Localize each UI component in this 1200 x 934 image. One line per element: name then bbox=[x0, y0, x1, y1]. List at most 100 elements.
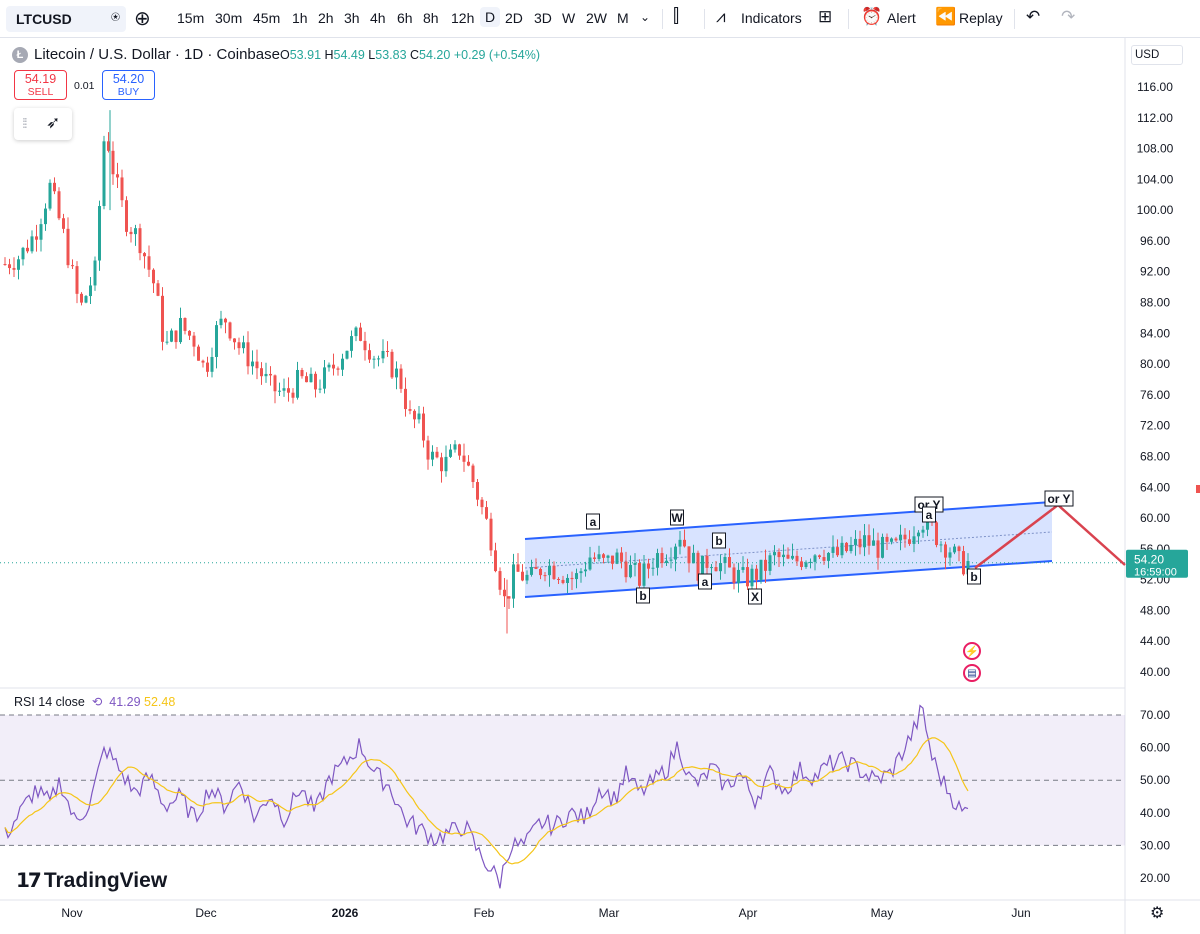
candle-body bbox=[530, 567, 533, 575]
interval-m[interactable]: M bbox=[617, 10, 629, 26]
candle-body bbox=[719, 563, 722, 572]
interval-2w[interactable]: 2W bbox=[586, 10, 607, 26]
interval-30m[interactable]: 30m bbox=[215, 10, 243, 26]
indicators-icon[interactable]: ⩘ bbox=[716, 7, 726, 26]
wave-label: X bbox=[751, 590, 759, 604]
candle-body bbox=[624, 561, 628, 578]
candle-body bbox=[287, 388, 290, 393]
alert-button[interactable]: Alert bbox=[887, 10, 916, 26]
wave-label-box bbox=[922, 506, 936, 523]
flash-event-icon[interactable]: ⚡ bbox=[963, 642, 981, 660]
drag-handle-icon[interactable]: ⁞⁞ bbox=[22, 115, 28, 131]
wave-label-box bbox=[636, 587, 650, 604]
interval-w[interactable]: W bbox=[562, 10, 576, 26]
symbol-info-icon[interactable]: ⍟ bbox=[110, 9, 120, 26]
candle-body bbox=[692, 552, 695, 564]
candle-body bbox=[251, 361, 254, 367]
candle-body bbox=[818, 555, 821, 558]
interval-3h[interactable]: 3h bbox=[344, 10, 360, 26]
candle-body bbox=[516, 564, 520, 572]
interval-1h[interactable]: 1h bbox=[292, 10, 308, 26]
price-axis-label: 64.00 bbox=[1140, 480, 1170, 494]
buy-button[interactable]: 54.20 BUY bbox=[102, 70, 155, 100]
compare-icon[interactable]: ⊕ bbox=[134, 8, 151, 30]
interval-8h[interactable]: 8h bbox=[423, 10, 439, 26]
candle-body bbox=[12, 268, 16, 270]
sell-label: SELL bbox=[27, 86, 54, 98]
chart-canvas[interactable]: 116.00 112.00 108.00 104.00 100.00 96.00 92.00… bbox=[0, 38, 1200, 934]
time-axis-label: May bbox=[871, 906, 894, 920]
rsi-line bbox=[4, 704, 969, 889]
cursor-arrow-icon[interactable]: ➶ bbox=[46, 113, 61, 132]
symbol-search[interactable]: LTCUSD ⍟ bbox=[6, 6, 126, 32]
candle-body bbox=[534, 567, 538, 570]
indicators-button[interactable]: Indicators bbox=[741, 10, 802, 26]
price-axis-label: 84.00 bbox=[1140, 326, 1170, 340]
sell-button[interactable]: 54.19 SELL bbox=[14, 70, 67, 100]
chevron-down-icon[interactable]: ⌄ bbox=[640, 10, 651, 24]
alert-icon[interactable]: ⏰ bbox=[861, 7, 883, 26]
candle-body bbox=[813, 555, 817, 562]
price-axis-label: 100.00 bbox=[1137, 203, 1174, 217]
rsi-axis-label: 40.00 bbox=[1140, 806, 1170, 820]
wave-label: or Y bbox=[1047, 492, 1070, 506]
candle-body bbox=[656, 553, 659, 568]
channel-upper-line bbox=[524, 501, 1053, 540]
candle-body bbox=[498, 571, 502, 590]
rsi-axis-label: 20.00 bbox=[1140, 871, 1170, 885]
replay-button[interactable]: Replay bbox=[959, 10, 1003, 26]
interval-15m[interactable]: 15m bbox=[177, 10, 205, 26]
candle-body bbox=[678, 539, 682, 547]
candle-body bbox=[341, 358, 344, 370]
time-axis-label: Apr bbox=[739, 906, 758, 920]
candle-body bbox=[935, 522, 938, 546]
candles-icon[interactable]: ⫿ bbox=[673, 6, 680, 27]
interval-2h[interactable]: 2h bbox=[318, 10, 334, 26]
open-value: 53.91 bbox=[289, 48, 322, 62]
candle-body bbox=[831, 547, 835, 553]
redo-icon[interactable]: ↷ bbox=[1061, 7, 1076, 26]
interval-2d[interactable]: 2D bbox=[505, 10, 523, 26]
settings-icon[interactable]: ⚙ bbox=[1150, 905, 1165, 922]
high-value: 54.49 bbox=[333, 48, 365, 62]
undo-icon[interactable]: ↶ bbox=[1026, 7, 1041, 26]
candle-body bbox=[161, 295, 164, 342]
candle-body bbox=[323, 367, 326, 389]
time-axis-label: Feb bbox=[474, 906, 495, 920]
candle-body bbox=[696, 552, 700, 581]
replay-icon[interactable]: ⏪ bbox=[935, 7, 957, 26]
candle-body bbox=[939, 544, 943, 546]
wave-label-box bbox=[967, 568, 981, 585]
interval-45m[interactable]: 45m bbox=[253, 10, 281, 26]
candle-body bbox=[773, 552, 776, 556]
candle-body bbox=[557, 578, 560, 580]
rsi-settings-icon[interactable]: ⟲ bbox=[88, 695, 106, 709]
candle-body bbox=[39, 224, 43, 240]
price-axis-label: 40.00 bbox=[1140, 665, 1170, 679]
candle-body bbox=[665, 560, 668, 564]
interval-12h[interactable]: 12h bbox=[451, 10, 475, 26]
change-value: +0.29 (+0.54%) bbox=[453, 48, 540, 62]
candle-body bbox=[350, 336, 353, 351]
candle-body bbox=[548, 565, 551, 576]
candle-body bbox=[660, 553, 664, 564]
interval-3d[interactable]: 3D bbox=[534, 10, 552, 26]
candle-body bbox=[3, 264, 7, 266]
candle-body bbox=[687, 546, 691, 564]
us-flag-event-icon[interactable]: ▤ bbox=[963, 664, 981, 682]
wave-label: b bbox=[970, 570, 977, 584]
candle-body bbox=[795, 555, 799, 562]
templates-icon[interactable]: ⊞ bbox=[818, 7, 833, 26]
candle-body bbox=[849, 544, 853, 552]
interval-d[interactable]: D bbox=[480, 7, 501, 27]
wave-label-box bbox=[1044, 490, 1074, 507]
interval-6h[interactable]: 6h bbox=[397, 10, 413, 26]
candle-body bbox=[768, 555, 772, 571]
candle-body bbox=[377, 358, 380, 360]
wave-label-box bbox=[712, 532, 726, 549]
candle-body bbox=[966, 561, 970, 575]
time-axis-label: Mar bbox=[599, 906, 620, 920]
currency-selector[interactable]: USD bbox=[1131, 45, 1183, 65]
candle-body bbox=[21, 247, 25, 260]
interval-4h[interactable]: 4h bbox=[370, 10, 386, 26]
